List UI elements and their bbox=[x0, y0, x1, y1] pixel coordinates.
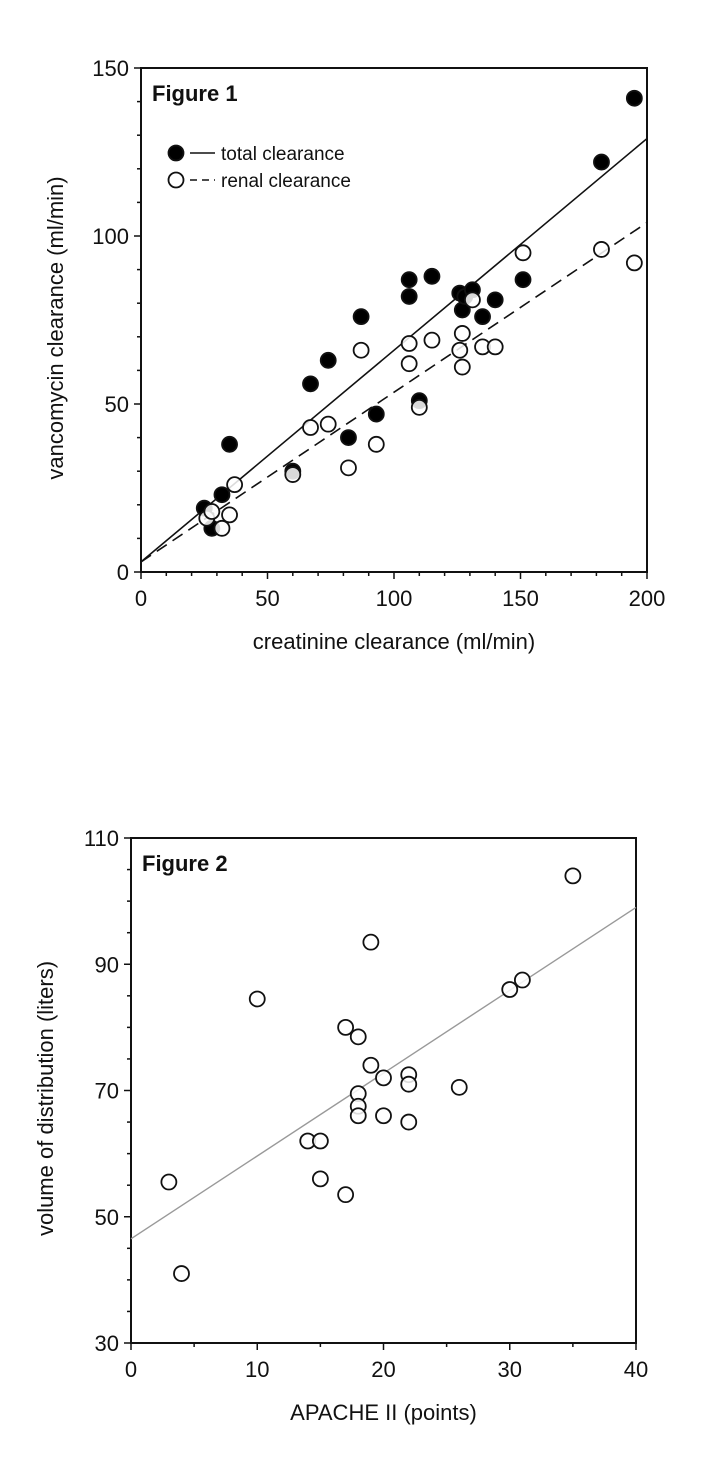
data-point bbox=[340, 459, 357, 477]
data-point bbox=[514, 244, 532, 262]
data-point bbox=[362, 933, 380, 951]
x-tick-label: 0 bbox=[125, 1357, 137, 1382]
data-point bbox=[564, 867, 582, 885]
data-point bbox=[352, 341, 370, 359]
data-point bbox=[513, 971, 531, 989]
data-point bbox=[423, 267, 441, 285]
y-tick-label: 100 bbox=[92, 224, 129, 249]
data-point bbox=[213, 519, 231, 537]
data-point bbox=[319, 351, 337, 369]
data-point bbox=[375, 1107, 392, 1125]
legend-label: renal clearance bbox=[221, 171, 351, 192]
series-renal-clearance bbox=[140, 221, 648, 563]
series-volume-of-distribution bbox=[130, 867, 637, 1282]
data-point bbox=[340, 429, 357, 447]
data-point bbox=[450, 1078, 468, 1096]
data-point bbox=[284, 466, 302, 483]
x-tick-label: 20 bbox=[371, 1357, 395, 1382]
data-point bbox=[400, 1113, 418, 1131]
data-point bbox=[226, 476, 244, 494]
data-point bbox=[302, 419, 319, 436]
data-point bbox=[248, 990, 266, 1008]
data-point bbox=[593, 153, 610, 171]
plot-frame bbox=[130, 837, 637, 1344]
data-point bbox=[349, 1028, 367, 1046]
chart-title: Figure 1 bbox=[152, 81, 238, 106]
data-point bbox=[400, 288, 418, 305]
data-point bbox=[319, 415, 337, 433]
data-point bbox=[352, 308, 370, 326]
y-tick-label: 150 bbox=[92, 56, 129, 81]
data-point bbox=[625, 89, 643, 107]
data-point bbox=[514, 271, 532, 289]
data-point bbox=[375, 1069, 392, 1087]
x-tick-label: 200 bbox=[629, 586, 666, 611]
data-point bbox=[213, 486, 231, 504]
data-point bbox=[625, 254, 643, 272]
data-point bbox=[311, 1132, 329, 1150]
y-tick-label: 50 bbox=[105, 392, 129, 417]
data-point bbox=[302, 375, 319, 393]
regression-line bbox=[140, 221, 648, 563]
chart-title: Figure 2 bbox=[142, 851, 228, 876]
data-point bbox=[349, 1107, 367, 1125]
data-point bbox=[451, 341, 469, 359]
y-tick-label: 90 bbox=[95, 952, 119, 977]
chart-2: 0 10 20 30 40 30 50 70 90 110 APACHE II (points) vo… bbox=[33, 826, 648, 1425]
x-tick-label: 0 bbox=[135, 586, 147, 611]
data-point bbox=[593, 241, 610, 258]
data-point bbox=[400, 335, 418, 352]
data-point bbox=[203, 503, 221, 520]
legend: total clearance renal clearance bbox=[167, 144, 351, 192]
data-point bbox=[474, 308, 491, 326]
y-axis-label: vancomycin clearance (ml/min) bbox=[43, 176, 68, 479]
data-point bbox=[410, 398, 428, 416]
chart-1: 0 50 100 150 200 0 50 100 150 creatinine clearanc… bbox=[43, 56, 665, 654]
data-point bbox=[337, 1018, 355, 1036]
data-point bbox=[453, 325, 471, 342]
data-point bbox=[367, 405, 385, 423]
x-tick-label: 100 bbox=[376, 586, 413, 611]
x-tick-label: 150 bbox=[502, 586, 539, 611]
y-tick-label: 30 bbox=[95, 1331, 119, 1356]
y-axis-label: volume of distribution (liters) bbox=[33, 961, 58, 1236]
y-tick-label: 110 bbox=[84, 826, 119, 851]
data-point bbox=[160, 1173, 178, 1191]
data-point bbox=[486, 291, 504, 309]
data-point bbox=[173, 1265, 190, 1282]
y-tick-label: 0 bbox=[117, 560, 129, 585]
data-point bbox=[464, 291, 481, 309]
series-total-clearance bbox=[140, 89, 648, 563]
data-point bbox=[423, 331, 441, 349]
data-point bbox=[501, 981, 519, 998]
x-tick-label: 50 bbox=[255, 586, 279, 611]
data-point bbox=[486, 338, 504, 356]
legend-marker bbox=[167, 144, 185, 162]
data-point bbox=[453, 358, 471, 376]
data-point bbox=[221, 435, 238, 453]
x-tick-label: 40 bbox=[624, 1357, 648, 1382]
data-point bbox=[337, 1186, 355, 1204]
legend-marker bbox=[167, 171, 185, 189]
data-point bbox=[400, 355, 418, 373]
data-point bbox=[362, 1056, 380, 1074]
data-point bbox=[400, 1075, 418, 1093]
x-axis-label: APACHE II (points) bbox=[290, 1400, 477, 1425]
y-tick-label: 50 bbox=[95, 1205, 119, 1230]
x-tick-label: 30 bbox=[498, 1357, 522, 1382]
data-point bbox=[311, 1170, 329, 1188]
legend-label: total clearance bbox=[221, 144, 345, 165]
data-point bbox=[400, 271, 418, 289]
data-point bbox=[221, 506, 238, 524]
x-axis-label: creatinine clearance (ml/min) bbox=[253, 629, 535, 654]
data-point bbox=[367, 435, 385, 453]
x-tick-label: 10 bbox=[245, 1357, 269, 1382]
y-tick-label: 70 bbox=[95, 1079, 119, 1104]
